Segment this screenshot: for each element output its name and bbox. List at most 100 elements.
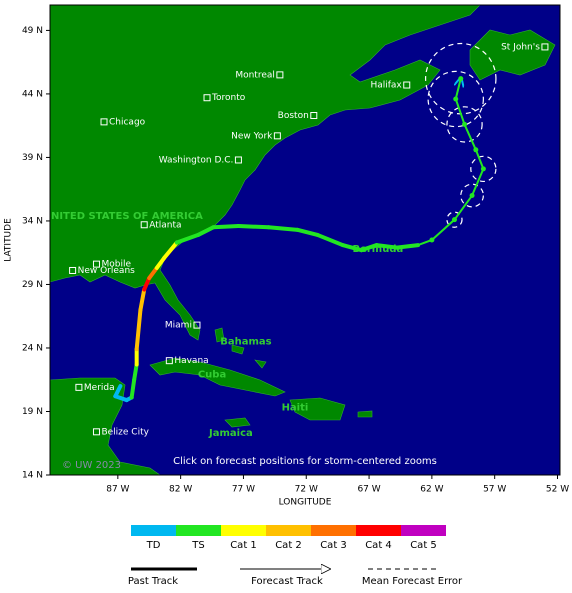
past-track-segment: [134, 307, 143, 352]
city-marker: [100, 118, 108, 126]
city-marker: [273, 132, 281, 140]
city-label: Mobile: [101, 260, 131, 270]
hispaniola: [289, 397, 346, 421]
region-label: Jamaica: [208, 428, 253, 439]
legend-label: Cat 3: [320, 540, 347, 551]
x-tick-label: 77 W: [232, 485, 255, 495]
past-track-segment: [340, 243, 364, 253]
legend-swatch: [131, 525, 176, 536]
legend-label: TS: [191, 540, 204, 551]
city-label: New York: [231, 131, 273, 141]
past-track-segment: [196, 225, 216, 237]
map-frame: [49, 4, 561, 476]
forecast-error-circle: [470, 155, 497, 183]
city-marker: [92, 428, 100, 436]
city-label: Havana: [174, 356, 208, 366]
city-marker: [165, 357, 173, 365]
forecast-point[interactable]: [451, 217, 457, 223]
legend-label: TD: [146, 540, 161, 551]
bahamas: [214, 327, 267, 369]
past-track-segment: [236, 224, 271, 230]
legend-label: Cat 1: [230, 540, 257, 551]
past-track-segment: [174, 232, 201, 245]
city-marker: [403, 81, 411, 89]
x-tick-label: 52 W: [546, 485, 569, 495]
credit: © UW 2023: [62, 460, 121, 471]
region-label: UNITED STATES OF AMERICA: [43, 211, 203, 222]
city-label: Boston: [278, 111, 309, 121]
forecast-point[interactable]: [462, 121, 468, 127]
y-tick-label: 39 N: [22, 153, 43, 163]
city-marker: [541, 43, 549, 51]
legend-swatch: [311, 525, 356, 536]
past-track-segment: [147, 265, 159, 281]
legend-label: Cat 4: [365, 540, 392, 551]
city-marker: [92, 260, 100, 268]
city-marker: [203, 94, 211, 102]
past-track-segment: [315, 232, 345, 248]
forecast-point[interactable]: [473, 147, 479, 153]
city-label: New Orleans: [78, 266, 136, 276]
y-tick-label: 49 N: [22, 26, 43, 36]
forecast-error-circle: [460, 183, 484, 208]
legend-swatch: [401, 525, 446, 536]
city-marker: [75, 383, 83, 391]
x-tick-label: 82 W: [169, 485, 192, 495]
past-track-segment: [359, 243, 379, 253]
legend-swatch: [176, 525, 221, 536]
city-label: St John's: [501, 42, 540, 52]
y-tick-label: 24 N: [22, 343, 43, 353]
y-tick-label: 34 N: [22, 216, 43, 226]
forecast-point[interactable]: [480, 166, 486, 172]
region-label: Bermuda: [352, 244, 403, 255]
past-track-segment: [374, 243, 399, 250]
city-marker: [193, 321, 201, 329]
x-axis-label: LONGITUDE: [279, 498, 332, 508]
cuba: [149, 357, 286, 397]
x-tick-label: 87 W: [106, 485, 129, 495]
newfoundland: [469, 29, 556, 81]
zoom-note: Click on forecast positions for storm-ce…: [173, 456, 437, 467]
legend-label: Cat 2: [275, 540, 302, 551]
region-label: Bahamas: [220, 337, 271, 348]
city-marker: [234, 156, 242, 164]
past-track-segment: [394, 243, 421, 250]
forecast-point[interactable]: [453, 96, 459, 102]
past-track-segment: [138, 287, 147, 312]
jamaica: [224, 417, 251, 428]
city-marker: [310, 112, 318, 120]
city-label: Merida: [84, 383, 115, 393]
map-area: UNITED STATES OF AMERICA Bahamas Cuba Haiti…: [43, 5, 560, 475]
forecast-error-circle: [446, 106, 483, 143]
city-label: Toronto: [211, 93, 246, 103]
region-label: Cuba: [198, 370, 226, 381]
city-label: Washington D.C.: [159, 155, 234, 165]
city-label: Montreal: [235, 70, 275, 80]
x-tick-label: 72 W: [295, 485, 318, 495]
past-track-segment: [266, 225, 300, 232]
legend-swatch: [266, 525, 311, 536]
city-label: Miami: [165, 321, 192, 331]
forecast-point[interactable]: [469, 193, 475, 199]
legend-forecast-track: Forecast Track: [251, 576, 323, 587]
forecast-error-circle: [446, 211, 463, 228]
y-tick-label: 29 N: [22, 280, 43, 290]
legend-label: Cat 5: [410, 540, 437, 551]
forecast-point[interactable]: [429, 237, 435, 243]
city-marker: [140, 221, 148, 229]
city-label: Chicago: [109, 117, 146, 127]
past-track-segment: [154, 255, 167, 270]
city-marker: [276, 71, 284, 79]
puerto-rico: [357, 410, 373, 418]
city-label: Halifax: [370, 81, 402, 91]
legend-swatch: [356, 525, 401, 536]
city-label: Atlanta: [149, 220, 181, 230]
x-tick-label: 62 W: [420, 485, 443, 495]
past-track-segment: [295, 227, 320, 237]
past-track-segment: [211, 224, 241, 230]
legend-swatch: [221, 525, 266, 536]
legend-error: Mean Forecast Error: [362, 576, 463, 587]
central-america: [50, 377, 161, 475]
forecast-point[interactable]: [458, 76, 464, 82]
